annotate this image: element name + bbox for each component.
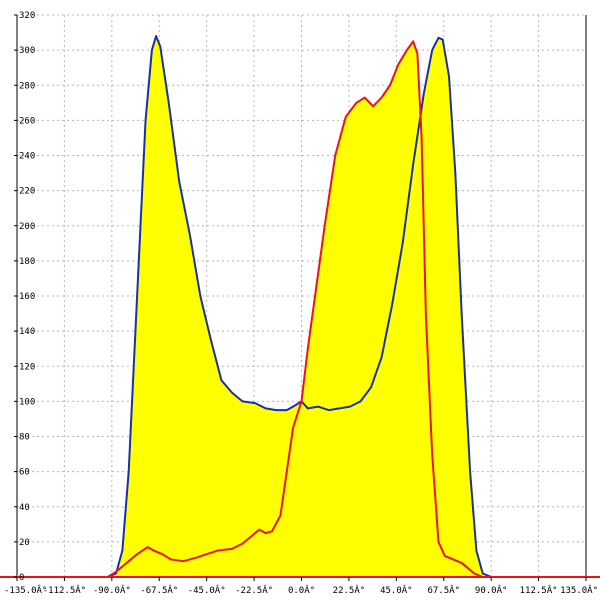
series-lines <box>17 35 586 578</box>
axes <box>0 14 600 581</box>
y-tick-label: 320 <box>19 11 35 21</box>
y-tick-label: 160 <box>19 292 35 302</box>
y-tick-label: 100 <box>19 397 35 407</box>
series-area-fill <box>17 41 586 577</box>
y-tick-label: 0 <box>19 573 24 583</box>
y-tick-label: 220 <box>19 187 35 197</box>
y-tick-label: 80 <box>19 433 30 443</box>
area-fill <box>17 36 586 577</box>
y-tick-label: 120 <box>19 362 35 372</box>
x-tick-label: 90.0Â° <box>475 584 508 596</box>
x-tick-label: 45.0Â° <box>380 584 413 596</box>
y-tick-label: 200 <box>19 222 35 232</box>
x-tick-label: 0.0Â° <box>288 584 315 596</box>
x-tick-label: 112.5Â° <box>520 584 558 596</box>
x-tick-label: 22.5Â° <box>333 584 366 596</box>
series-line <box>17 40 586 578</box>
y-tick-label: 300 <box>19 46 35 56</box>
y-tick-label: 60 <box>19 468 30 478</box>
y-tick-label: 240 <box>19 152 35 162</box>
y-tick-label: 280 <box>19 81 35 91</box>
y-tick-label: 40 <box>19 503 30 513</box>
x-tick-label: -22.5Â° <box>235 584 273 596</box>
y-tick-label: 180 <box>19 257 35 267</box>
x-tick-label: -45.0Â° <box>188 584 226 596</box>
y-tick-label: 260 <box>19 116 35 126</box>
x-tick-label: -90.0Â° <box>93 584 131 596</box>
x-tick-label: -112.5Â° <box>43 584 86 596</box>
x-tick-label: -135.0Â° <box>4 584 47 596</box>
tick-labels: 0 20 40 60 80 100 120 140 160 180 200 220 240 260 280 3… <box>4 11 598 596</box>
x-tick-label: -67.5Â° <box>140 584 178 596</box>
x-tick-label: 67.5Â° <box>427 584 460 596</box>
y-tick-label: 20 <box>19 538 30 548</box>
series-area-fill <box>17 36 586 577</box>
y-tick-label: 140 <box>19 327 35 337</box>
x-tick-label: 135.0Â° <box>560 584 598 596</box>
